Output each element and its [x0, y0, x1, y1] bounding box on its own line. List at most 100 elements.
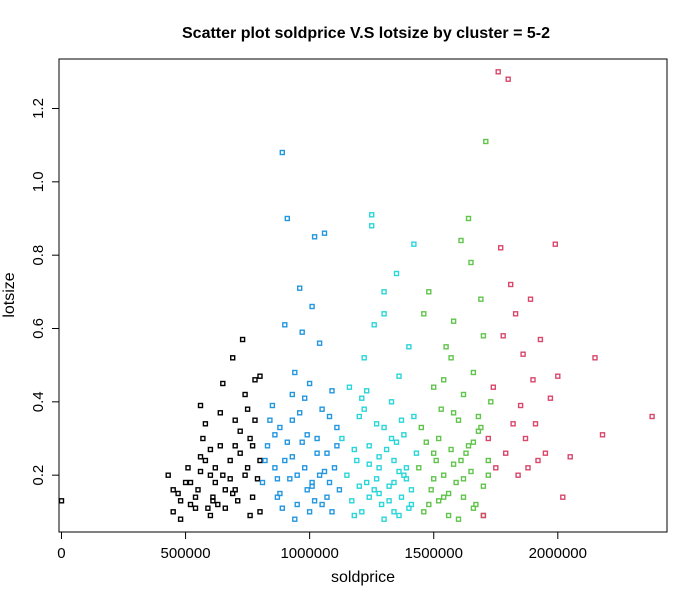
data-point: [329, 509, 335, 515]
data-point: [244, 406, 251, 412]
data-point: [555, 373, 561, 379]
data-point: [205, 505, 211, 511]
data-point: [351, 512, 357, 519]
y-axis-label: lotsize: [1, 272, 18, 317]
data-point: [515, 472, 521, 478]
data-point: [314, 450, 320, 456]
data-point: [192, 494, 199, 500]
data-point: [356, 413, 362, 420]
data-point: [470, 505, 477, 511]
data-point: [192, 505, 199, 511]
data-point: [547, 395, 554, 401]
chart-title: Scatter plot soldprice V.S lotsize by cl…: [182, 25, 550, 42]
data-point: [468, 468, 474, 475]
data-point: [222, 505, 229, 511]
data-point: [431, 450, 437, 456]
data-point: [378, 501, 385, 508]
data-point: [470, 439, 477, 445]
data-point: [483, 138, 489, 145]
data-point: [537, 336, 544, 343]
data-point: [448, 446, 454, 453]
data-point: [535, 457, 541, 464]
data-point: [217, 443, 224, 449]
data-point: [458, 457, 464, 464]
data-point: [398, 417, 405, 423]
data-point: [416, 465, 422, 471]
data-point: [522, 435, 529, 442]
data-point: [423, 439, 429, 445]
data-point: [284, 439, 290, 445]
data-point: [532, 421, 539, 427]
data-point: [334, 443, 340, 449]
data-point: [381, 424, 387, 431]
data-point: [366, 443, 372, 449]
data-point: [349, 498, 355, 504]
data-point: [297, 285, 303, 291]
data-point: [277, 424, 283, 431]
data-point: [478, 424, 484, 431]
data-point: [560, 494, 566, 500]
data-point: [242, 472, 248, 478]
data-point: [371, 322, 377, 328]
data-point: [421, 311, 427, 317]
data-point: [441, 377, 447, 383]
data-point: [187, 501, 194, 508]
data-point: [302, 465, 308, 471]
data-point: [212, 465, 219, 471]
data-point: [445, 490, 452, 497]
data-point: [431, 476, 437, 482]
data-point: [381, 289, 387, 295]
data-point: [304, 432, 310, 438]
data-point: [269, 402, 276, 409]
data-point: [257, 373, 263, 379]
data-point: [381, 311, 387, 317]
data-point: [207, 512, 214, 519]
data-point: [217, 410, 224, 416]
y-tick-label: 0.4: [30, 391, 47, 412]
data-point: [58, 498, 65, 504]
data-point: [527, 296, 534, 302]
data-point: [495, 69, 501, 75]
data-point: [227, 457, 233, 464]
data-point: [485, 457, 491, 464]
data-point: [386, 498, 392, 504]
data-point: [306, 380, 313, 387]
data-point: [197, 468, 204, 475]
data-point: [274, 476, 281, 482]
data-point: [366, 494, 372, 500]
y-tick-label: 1.0: [30, 171, 47, 192]
data-point: [453, 479, 459, 486]
data-point: [542, 450, 549, 456]
data-point: [292, 516, 298, 522]
data-point: [480, 512, 487, 519]
data-point: [331, 465, 338, 471]
data-point: [441, 472, 447, 478]
data-point: [359, 509, 365, 515]
data-point: [455, 516, 462, 522]
x-tick-label: 1500000: [405, 545, 463, 562]
y-axis: 0.2 0.4 0.6 0.8 1.0 1.2: [30, 98, 60, 486]
data-point: [366, 461, 372, 467]
data-point: [279, 149, 285, 156]
data-point: [408, 487, 415, 493]
data-point: [401, 472, 407, 478]
data-point: [351, 446, 357, 453]
data-point: [249, 443, 256, 449]
data-point: [264, 443, 271, 449]
data-point: [388, 435, 395, 442]
data-point: [202, 457, 209, 464]
data-point: [185, 465, 191, 471]
data-point: [165, 472, 171, 478]
data-point: [195, 487, 201, 493]
data-point: [426, 289, 432, 295]
data-point: [443, 344, 449, 350]
data-point: [289, 391, 295, 398]
data-point: [319, 406, 325, 412]
data-point: [207, 472, 214, 478]
data-point: [485, 472, 491, 478]
data-point: [460, 494, 467, 500]
data-point: [510, 421, 516, 427]
data-point: [182, 479, 189, 486]
data-point: [202, 421, 209, 427]
data-point: [316, 472, 323, 478]
